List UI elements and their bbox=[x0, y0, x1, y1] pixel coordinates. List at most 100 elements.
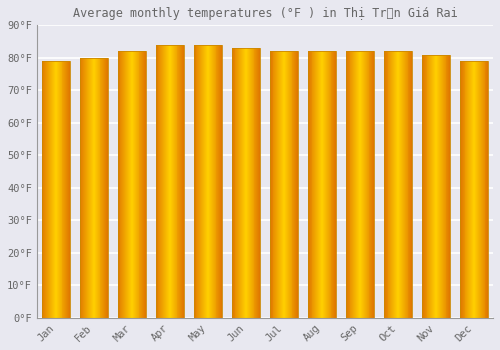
Bar bbox=[470, 61, 471, 318]
Bar bbox=[272, 51, 274, 318]
Bar bbox=[321, 51, 322, 318]
Bar bbox=[216, 45, 218, 318]
Bar bbox=[205, 45, 206, 318]
Bar bbox=[357, 51, 358, 318]
Bar bbox=[274, 51, 276, 318]
Bar bbox=[127, 51, 128, 318]
Bar bbox=[240, 48, 241, 318]
Bar bbox=[432, 55, 433, 318]
Bar bbox=[312, 51, 314, 318]
Bar bbox=[440, 55, 441, 318]
Bar bbox=[276, 51, 278, 318]
Bar bbox=[308, 51, 310, 318]
Bar bbox=[236, 48, 238, 318]
Bar bbox=[332, 51, 334, 318]
Bar bbox=[460, 61, 488, 318]
Bar bbox=[478, 61, 479, 318]
Bar bbox=[168, 45, 169, 318]
Bar bbox=[163, 45, 164, 318]
Bar bbox=[167, 45, 168, 318]
Bar bbox=[67, 61, 68, 318]
Bar bbox=[384, 51, 386, 318]
Bar bbox=[211, 45, 212, 318]
Bar bbox=[330, 51, 332, 318]
Bar bbox=[326, 51, 328, 318]
Bar bbox=[424, 55, 426, 318]
Bar bbox=[290, 51, 292, 318]
Bar bbox=[102, 58, 104, 318]
Bar bbox=[436, 55, 437, 318]
Bar bbox=[132, 51, 133, 318]
Bar bbox=[408, 51, 410, 318]
Bar bbox=[355, 51, 356, 318]
Bar bbox=[430, 55, 432, 318]
Bar bbox=[204, 45, 205, 318]
Bar bbox=[69, 61, 70, 318]
Bar bbox=[62, 61, 64, 318]
Bar bbox=[128, 51, 129, 318]
Bar bbox=[170, 45, 171, 318]
Bar bbox=[210, 45, 211, 318]
Bar bbox=[178, 45, 180, 318]
Bar bbox=[87, 58, 88, 318]
Bar bbox=[194, 45, 222, 318]
Bar bbox=[346, 51, 348, 318]
Bar bbox=[246, 48, 247, 318]
Bar bbox=[282, 51, 283, 318]
Bar bbox=[426, 55, 428, 318]
Bar bbox=[352, 51, 354, 318]
Bar bbox=[323, 51, 324, 318]
Bar bbox=[434, 55, 435, 318]
Bar bbox=[221, 45, 222, 318]
Bar bbox=[319, 51, 320, 318]
Bar bbox=[118, 51, 120, 318]
Bar bbox=[86, 58, 87, 318]
Bar bbox=[396, 51, 397, 318]
Bar bbox=[105, 58, 106, 318]
Bar bbox=[364, 51, 366, 318]
Bar bbox=[169, 45, 170, 318]
Bar bbox=[422, 55, 450, 318]
Bar bbox=[158, 45, 160, 318]
Bar bbox=[156, 45, 158, 318]
Bar bbox=[54, 61, 55, 318]
Bar bbox=[281, 51, 282, 318]
Bar bbox=[270, 51, 272, 318]
Bar bbox=[95, 58, 96, 318]
Bar bbox=[218, 45, 220, 318]
Bar bbox=[247, 48, 248, 318]
Bar bbox=[279, 51, 280, 318]
Bar bbox=[392, 51, 394, 318]
Bar bbox=[48, 61, 49, 318]
Bar bbox=[164, 45, 165, 318]
Bar bbox=[214, 45, 216, 318]
Bar bbox=[180, 45, 182, 318]
Bar bbox=[280, 51, 281, 318]
Bar bbox=[388, 51, 390, 318]
Bar bbox=[310, 51, 312, 318]
Bar bbox=[207, 45, 208, 318]
Bar bbox=[428, 55, 430, 318]
Bar bbox=[44, 61, 46, 318]
Bar bbox=[156, 45, 184, 318]
Bar bbox=[245, 48, 246, 318]
Bar bbox=[368, 51, 370, 318]
Bar bbox=[58, 61, 59, 318]
Bar bbox=[437, 55, 438, 318]
Bar bbox=[286, 51, 287, 318]
Bar bbox=[133, 51, 134, 318]
Bar bbox=[462, 61, 464, 318]
Bar bbox=[468, 61, 469, 318]
Bar bbox=[358, 51, 359, 318]
Bar bbox=[395, 51, 396, 318]
Bar bbox=[285, 51, 286, 318]
Bar bbox=[202, 45, 203, 318]
Bar bbox=[234, 48, 236, 318]
Bar bbox=[370, 51, 372, 318]
Bar bbox=[258, 48, 259, 318]
Bar bbox=[131, 51, 132, 318]
Bar bbox=[348, 51, 350, 318]
Bar bbox=[60, 61, 62, 318]
Bar bbox=[464, 61, 466, 318]
Bar bbox=[384, 51, 412, 318]
